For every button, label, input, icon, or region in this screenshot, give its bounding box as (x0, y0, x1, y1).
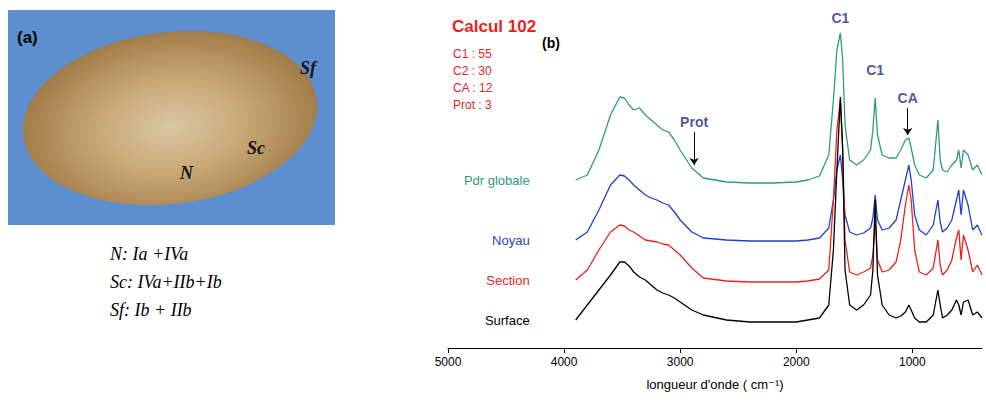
svg-text:4000: 4000 (551, 355, 578, 369)
svg-text:5000: 5000 (435, 355, 462, 369)
svg-text:2000: 2000 (783, 355, 810, 369)
svg-text:longueur d'onde ( cm⁻¹): longueur d'onde ( cm⁻¹) (646, 377, 783, 392)
svg-text:Prot : 3: Prot : 3 (453, 98, 492, 112)
html-text:(a): (a) (17, 28, 38, 47)
html-text:N: Ia +IVa: N: Ia +IVa (110, 244, 189, 264)
svg-text:Prot: Prot (680, 114, 708, 130)
html-text:Sf: Ib + IIb: Sf: Ib + IIb (110, 300, 192, 320)
html-text:Sc: Sc (247, 138, 265, 158)
svg-text:Calcul 102: Calcul 102 (452, 17, 536, 36)
svg-text:C1 : 55: C1 : 55 (453, 47, 492, 61)
svg-text:1000: 1000 (899, 355, 926, 369)
html-text:Sf: Sf (300, 58, 316, 78)
html-text:N: N (180, 163, 193, 183)
svg-text:Surface: Surface (485, 313, 530, 328)
svg-text:CA: CA (898, 90, 918, 106)
svg-text:CA : 12: CA : 12 (453, 81, 493, 95)
html-text:Sc: IVa+IIb+Ib: Sc: IVa+IIb+Ib (110, 272, 222, 292)
svg-text:3000: 3000 (667, 355, 694, 369)
svg-text:C2 : 30: C2 : 30 (453, 64, 492, 78)
svg-text:Section: Section (486, 273, 529, 288)
svg-text:C1: C1 (866, 62, 884, 78)
svg-text:Noyau: Noyau (492, 233, 530, 248)
svg-text:Pdr globale: Pdr globale (464, 173, 530, 188)
svg-text:C1: C1 (831, 10, 849, 26)
svg-text:(b): (b) (542, 35, 560, 51)
